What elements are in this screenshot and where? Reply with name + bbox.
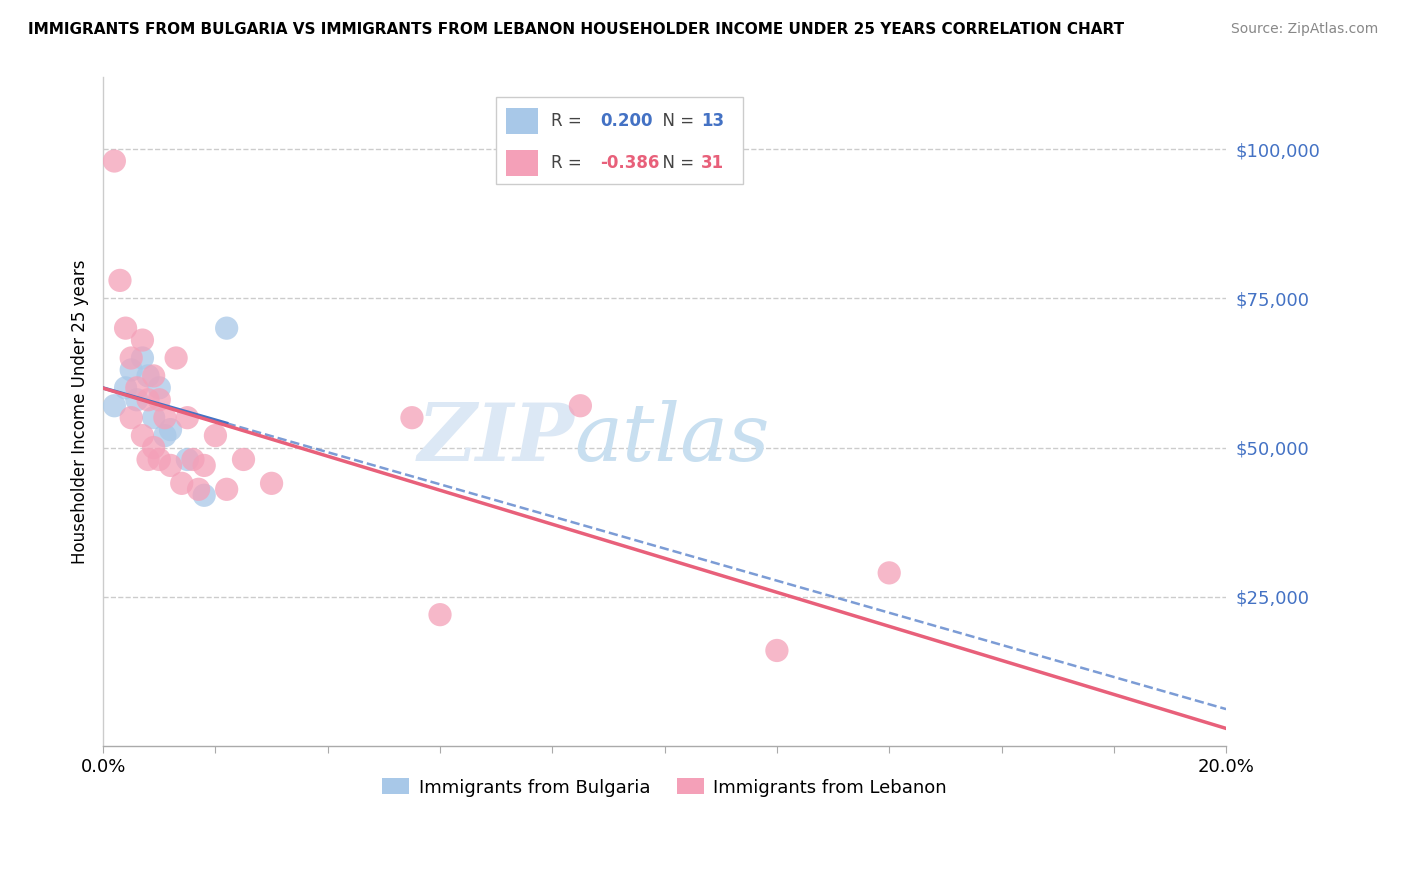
Point bbox=[120, 410, 142, 425]
Point bbox=[142, 441, 165, 455]
Text: atlas: atlas bbox=[575, 400, 770, 477]
Point bbox=[170, 476, 193, 491]
Point bbox=[136, 368, 159, 383]
Point bbox=[176, 410, 198, 425]
Point bbox=[131, 428, 153, 442]
Point bbox=[569, 399, 592, 413]
Point bbox=[142, 368, 165, 383]
Point bbox=[148, 452, 170, 467]
Point bbox=[204, 428, 226, 442]
Point bbox=[120, 351, 142, 365]
Legend: Immigrants from Bulgaria, Immigrants from Lebanon: Immigrants from Bulgaria, Immigrants fro… bbox=[375, 771, 955, 804]
Point bbox=[153, 410, 176, 425]
Point bbox=[114, 321, 136, 335]
Point bbox=[165, 351, 187, 365]
Text: IMMIGRANTS FROM BULGARIA VS IMMIGRANTS FROM LEBANON HOUSEHOLDER INCOME UNDER 25 : IMMIGRANTS FROM BULGARIA VS IMMIGRANTS F… bbox=[28, 22, 1125, 37]
Point bbox=[125, 381, 148, 395]
Point bbox=[153, 428, 176, 442]
Y-axis label: Householder Income Under 25 years: Householder Income Under 25 years bbox=[72, 260, 89, 564]
Point bbox=[120, 363, 142, 377]
Text: Source: ZipAtlas.com: Source: ZipAtlas.com bbox=[1230, 22, 1378, 37]
Point bbox=[125, 392, 148, 407]
Point bbox=[148, 392, 170, 407]
Point bbox=[103, 154, 125, 169]
Point bbox=[131, 351, 153, 365]
Point bbox=[136, 392, 159, 407]
Point bbox=[181, 452, 204, 467]
Point bbox=[232, 452, 254, 467]
Point bbox=[176, 452, 198, 467]
Point bbox=[193, 488, 215, 502]
Point bbox=[159, 423, 181, 437]
Point bbox=[114, 381, 136, 395]
Point bbox=[429, 607, 451, 622]
Point bbox=[103, 399, 125, 413]
Point bbox=[187, 483, 209, 497]
Point bbox=[148, 381, 170, 395]
Point bbox=[142, 410, 165, 425]
Point bbox=[136, 452, 159, 467]
Point bbox=[766, 643, 789, 657]
Point bbox=[215, 321, 238, 335]
Point bbox=[401, 410, 423, 425]
Point bbox=[159, 458, 181, 473]
Point bbox=[877, 566, 900, 580]
Point bbox=[131, 333, 153, 347]
Point bbox=[108, 273, 131, 287]
Point bbox=[215, 483, 238, 497]
Point bbox=[193, 458, 215, 473]
Text: ZIP: ZIP bbox=[418, 400, 575, 477]
Point bbox=[260, 476, 283, 491]
